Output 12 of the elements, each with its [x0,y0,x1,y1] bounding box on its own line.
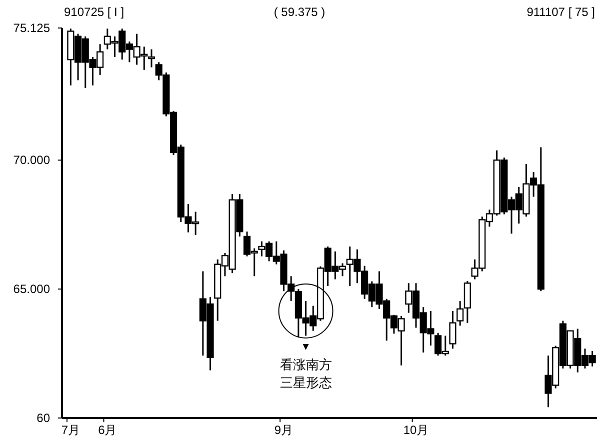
x-tick-label: 10月 [403,423,429,437]
y-tick-label: 70.000 [13,153,50,168]
chart-title: ( 59.375 ) [274,5,326,19]
annotation: 看涨南方三星形态 [280,357,332,390]
y-tick-label: 60 [36,411,50,425]
x-tick-label: 9月 [274,423,294,437]
x-tick-label: 7月 [61,423,80,437]
text: 910725 [ I ] [64,5,124,19]
y-tick-label: 65.000 [13,282,50,296]
text: 911107 [ 75 ] [526,5,595,19]
y-tick-label: 75.125 [13,21,50,35]
x-tick-label: 6月 [98,423,117,437]
